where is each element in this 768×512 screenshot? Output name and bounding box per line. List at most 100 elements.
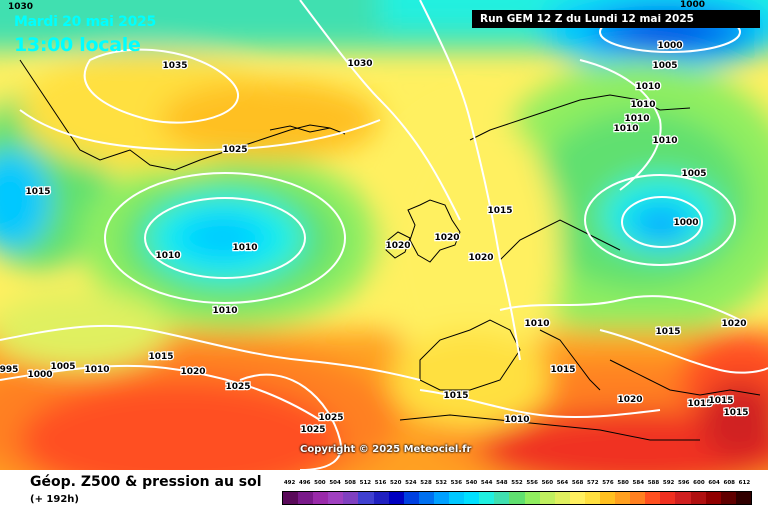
color-scale-swatch (675, 492, 691, 504)
isobar-label-1025-south-1: 1025 (318, 413, 343, 423)
isobar-1005-east (584, 174, 736, 266)
geopotential-map: 1035 103010251015101010101010102010201020… (0, 0, 768, 470)
isobar-label-1015-azores: 1015 (148, 352, 173, 362)
color-scale-label: 504 (329, 480, 341, 486)
run-info-banner: Run GEM 12 Z du Lundi 12 mai 2025 (472, 10, 760, 28)
isobar-label-1015-north-sea: 1015 (487, 206, 512, 216)
color-scale-swatch (283, 492, 299, 504)
pressure-labels: 1035 103010251015101010101010102010201020… (0, 40, 750, 437)
isobar-label-1010-baltic: 1010 (652, 136, 677, 146)
color-scale-swatch (720, 492, 736, 504)
isobar-1020-south (0, 364, 321, 421)
isobar-label-1000-west: 1000 (27, 370, 52, 380)
color-scale-swatch (433, 492, 450, 504)
color-scale-label: 560 (541, 480, 554, 486)
color-scale-swatch (418, 492, 434, 504)
isobar-label-1020-greece: 1020 (617, 395, 642, 405)
color-scale-label: 600 (693, 480, 705, 486)
color-scale-swatch (509, 492, 525, 504)
isobar-label-1010-scandinavia-3: 1010 (624, 114, 649, 124)
isobar-label-1020-black-sea: 1020 (721, 319, 746, 329)
color-scale-swatch (539, 492, 555, 504)
isobar-label-1020-azores: 1020 (180, 367, 205, 377)
britain-coast (407, 199, 461, 263)
corner-pressure-label: 1030 (8, 2, 34, 12)
color-scale-swatch (313, 492, 329, 504)
isobar-label-1015-aegean-1: 1015 (687, 399, 712, 409)
color-scale-label: 552 (511, 480, 523, 486)
color-scale-swatch (464, 492, 480, 504)
isobar-label-1005-norwegian-sea: 1005 (652, 61, 677, 71)
isobar-label-1020-channel: 1020 (468, 253, 493, 263)
isobar-label-1010-southwest: 1010 (84, 365, 109, 375)
color-scale-label: 608 (723, 480, 735, 486)
isobar-label-1025-greenland-south: 1025 (222, 145, 247, 155)
color-scale-label: 580 (617, 480, 629, 486)
color-scale-swatch (569, 492, 585, 504)
valid-date: Mardi 20 mai 2025 (14, 14, 156, 30)
color-scale-swatch (388, 492, 404, 504)
color-scale-label: 520 (389, 480, 402, 486)
color-scale-label: 544 (480, 480, 493, 486)
color-scale-label: 564 (556, 480, 569, 486)
color-scale-swatch (524, 492, 540, 504)
baltic-coast (499, 219, 621, 261)
isobar-1020-east (419, 0, 521, 361)
color-scale-swatch (660, 492, 676, 504)
color-scale-label: 536 (450, 480, 463, 486)
color-scale-label: 556 (526, 480, 538, 486)
color-scale-swatch (298, 492, 314, 504)
isobar-1020-southeast (599, 329, 768, 374)
isobar-1025-south (239, 373, 342, 470)
color-scale-swatch (403, 492, 419, 504)
isobar-label-1005-west: 1005 (50, 362, 75, 372)
color-scale-label: 496 (298, 480, 311, 486)
italy-coast (539, 329, 601, 391)
color-scale-label: 512 (359, 480, 372, 486)
color-scale-swatch (735, 492, 751, 504)
isobar-1015-low (104, 172, 346, 304)
north-africa-coast (399, 414, 700, 441)
isobar-label-1010-low-west: 1010 (155, 251, 180, 261)
isobar-label-995-west: 995 (0, 365, 18, 375)
isobar-label-1015-west: 1015 (25, 187, 50, 197)
iceland-coast (269, 125, 346, 135)
isobar-label-1015-italy: 1015 (550, 365, 575, 375)
color-scale-swatch (554, 492, 570, 504)
isobar-1035-high (83, 48, 239, 124)
isobar-label-1015-turkey: 1015 (723, 408, 748, 418)
color-scale-label: 604 (708, 480, 720, 486)
forecast-lead-time: (+ 192h) (30, 494, 79, 505)
color-scale-label: 576 (602, 480, 614, 486)
color-scale-label: 532 (435, 480, 447, 486)
color-scale-swatch (494, 492, 510, 504)
isobar-1000-east (621, 196, 703, 248)
color-scale-label: 528 (420, 480, 432, 486)
isobar-label-1015-aegean-2: 1015 (708, 396, 733, 406)
color-scale-swatch (599, 492, 616, 504)
isobar-label-1000-norwegian-sea: 1000 (657, 41, 682, 51)
color-scale-label: 524 (405, 480, 417, 486)
color-scale-label: 588 (647, 480, 660, 486)
isobar-1015-med (419, 389, 661, 419)
color-scale-bar (282, 491, 752, 505)
color-scale-swatch (373, 492, 389, 504)
isobar-label-1010-scandinavia-1: 1010 (635, 82, 660, 92)
edge-pressure-label: 1000 (680, 0, 706, 10)
color-scale-label: 592 (662, 480, 675, 486)
color-scale-label: 492 (283, 480, 296, 486)
isobar-label-1010-scandinavia-2: 1010 (630, 100, 655, 110)
color-scale-label: 508 (344, 480, 356, 486)
isobar-label-1015-balkans: 1015 (655, 327, 680, 337)
color-scale-swatch (449, 492, 465, 504)
isobar-label-1020-britain: 1020 (434, 233, 459, 243)
color-scale-label: 568 (571, 480, 584, 486)
isobar-label-1025-azores: 1025 (225, 382, 250, 392)
iberia-coast (419, 319, 521, 391)
isobar-label-1030-north-atlantic: 1030 (347, 59, 372, 69)
color-scale-label: 612 (738, 480, 751, 486)
copyright-notice: Copyright © 2025 Meteociel.fr (300, 444, 472, 455)
color-scale-swatch (358, 492, 374, 504)
color-scale-swatch (645, 492, 661, 504)
valid-time: 13:00 locale (14, 34, 141, 56)
